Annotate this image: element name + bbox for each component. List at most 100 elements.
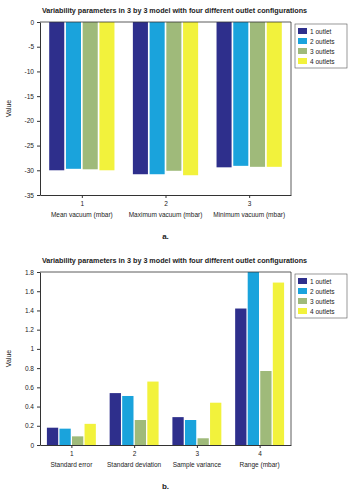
bar bbox=[273, 283, 284, 445]
y-axis: -35-30-25-20-15-10-50 bbox=[25, 19, 41, 199]
tick-label: 0.4 bbox=[25, 403, 34, 410]
legend-swatch bbox=[298, 38, 307, 44]
tick: 2 bbox=[164, 195, 168, 207]
bar bbox=[233, 22, 248, 166]
tick-mark bbox=[260, 445, 261, 448]
tick: 4 bbox=[258, 445, 262, 457]
tick-label: 1 bbox=[81, 200, 85, 207]
legend-label: 1 outlet bbox=[310, 278, 332, 285]
bar bbox=[99, 22, 114, 170]
tick: 1 bbox=[30, 345, 40, 352]
tick: 0.6 bbox=[25, 384, 40, 391]
tick-label: 1.8 bbox=[25, 269, 34, 276]
tick: 0.8 bbox=[25, 365, 40, 372]
legend-swatch bbox=[298, 278, 307, 284]
axis-title: Value bbox=[5, 100, 12, 117]
tick-label: -15 bbox=[25, 93, 35, 100]
bar bbox=[183, 22, 198, 175]
bar bbox=[133, 22, 148, 174]
tick: 0 bbox=[30, 19, 40, 26]
tick: 3 bbox=[248, 195, 252, 207]
bar bbox=[83, 22, 98, 169]
y-axis: 00.20.40.60.811.21.41.61.8 bbox=[25, 269, 41, 449]
tick-label: -5 bbox=[28, 43, 34, 50]
bars bbox=[49, 22, 282, 175]
bar bbox=[235, 309, 246, 445]
tick-mark bbox=[37, 22, 40, 23]
bar bbox=[85, 424, 96, 445]
tick-label: 0 bbox=[30, 442, 34, 449]
bar bbox=[248, 272, 259, 445]
tick-mark bbox=[37, 349, 40, 350]
tick-mark bbox=[37, 121, 40, 122]
tick-mark bbox=[37, 291, 40, 292]
legend-label: 2 outlets bbox=[310, 288, 335, 295]
plot-area bbox=[40, 22, 291, 195]
bar bbox=[47, 428, 58, 445]
plot-area bbox=[40, 272, 291, 445]
axis-line bbox=[40, 273, 41, 446]
bar bbox=[166, 22, 181, 171]
tick-mark bbox=[37, 47, 40, 48]
category-label: Minimum vacuum (mbar) bbox=[213, 211, 285, 219]
frame bbox=[40, 22, 291, 23]
tick-mark bbox=[37, 170, 40, 171]
tick: -10 bbox=[25, 68, 40, 75]
tick: 1 bbox=[70, 445, 74, 457]
category-label: Range (mbar) bbox=[240, 461, 280, 469]
tick-label: 1.2 bbox=[25, 326, 34, 333]
tick-mark bbox=[134, 445, 135, 448]
tick-label: -25 bbox=[25, 142, 35, 149]
tick-label: -10 bbox=[25, 68, 35, 75]
tick: -30 bbox=[25, 167, 40, 174]
bar bbox=[250, 22, 265, 167]
category-label: Sample variance bbox=[173, 461, 222, 469]
legend-label: 2 outlets bbox=[310, 38, 335, 45]
panel: Variability parameters in 3 by 3 model w… bbox=[5, 256, 347, 491]
bar bbox=[210, 403, 221, 445]
legend-swatch bbox=[298, 298, 307, 304]
tick: 1 bbox=[81, 195, 85, 207]
category-label: Mean vacuum (mbar) bbox=[51, 211, 113, 219]
legend-label: 3 outlets bbox=[310, 298, 335, 305]
bar bbox=[135, 420, 146, 445]
bar bbox=[260, 371, 271, 445]
bar bbox=[147, 382, 158, 445]
legend-swatch bbox=[298, 308, 307, 314]
legend-label: 4 outlets bbox=[310, 58, 335, 65]
legend-swatch bbox=[298, 48, 307, 54]
legend-swatch bbox=[298, 28, 307, 34]
tick-label: 3 bbox=[248, 200, 252, 207]
bar bbox=[172, 417, 183, 445]
bar bbox=[66, 22, 81, 169]
tick: -15 bbox=[25, 93, 40, 100]
tick: 1.8 bbox=[25, 269, 40, 276]
axis-line bbox=[40, 23, 41, 196]
tick-label: -30 bbox=[25, 167, 35, 174]
tick-label: 1 bbox=[30, 345, 34, 352]
tick-mark bbox=[37, 368, 40, 369]
tick-mark bbox=[37, 272, 40, 273]
legend-box bbox=[295, 274, 347, 318]
tick: 0.2 bbox=[25, 422, 40, 429]
x-axis: 1 2 3 bbox=[41, 195, 292, 207]
tick-mark bbox=[71, 445, 72, 448]
tick: 0.4 bbox=[25, 403, 40, 410]
tick: 0 bbox=[30, 442, 40, 449]
tick: 3 bbox=[196, 445, 200, 457]
tick-label: 4 bbox=[258, 450, 262, 457]
legend: 1 outlet2 outlets3 outlets4 outlets bbox=[295, 24, 347, 68]
bar bbox=[72, 436, 83, 445]
frame bbox=[40, 272, 291, 273]
bar bbox=[198, 438, 209, 445]
tick-label: 0.2 bbox=[25, 422, 34, 429]
tick-mark bbox=[37, 146, 40, 147]
chart-title: Variability parameters in 3 by 3 model w… bbox=[42, 256, 307, 265]
legend: 1 outlet2 outlets3 outlets4 outlets bbox=[295, 274, 347, 318]
tick-label: 1.6 bbox=[25, 288, 34, 295]
bar bbox=[110, 393, 121, 445]
chart-title: Variability parameters in 3 by 3 model w… bbox=[42, 6, 307, 15]
tick: -5 bbox=[28, 43, 40, 50]
legend-box bbox=[295, 24, 347, 68]
tick: -35 bbox=[25, 192, 40, 199]
